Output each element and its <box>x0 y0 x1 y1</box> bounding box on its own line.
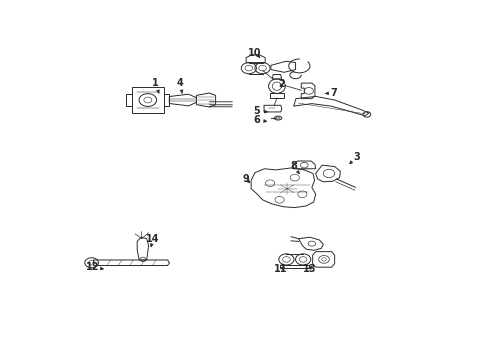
Text: 13: 13 <box>303 264 317 274</box>
Text: 2: 2 <box>278 79 285 89</box>
Text: 4: 4 <box>177 77 183 93</box>
Text: 1: 1 <box>152 77 159 93</box>
Text: 10: 10 <box>248 48 262 58</box>
Text: 8: 8 <box>290 161 299 174</box>
Text: 9: 9 <box>243 174 250 184</box>
Text: 5: 5 <box>253 106 268 116</box>
Text: 7: 7 <box>325 87 337 98</box>
Text: 3: 3 <box>350 152 360 164</box>
Text: 14: 14 <box>147 234 160 247</box>
Text: 6: 6 <box>253 115 267 125</box>
Text: 11: 11 <box>274 264 288 274</box>
Text: 12: 12 <box>86 262 103 272</box>
